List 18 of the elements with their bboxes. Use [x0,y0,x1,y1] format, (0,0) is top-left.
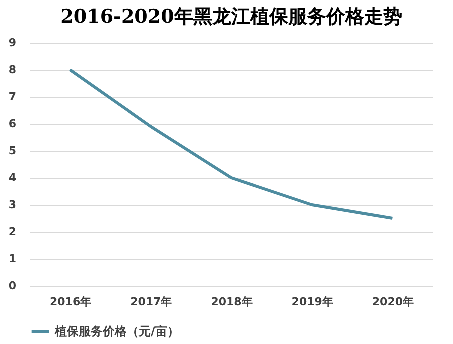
x-tick-label: 2016年 [50,296,92,308]
y-tick-label: 5 [8,144,16,158]
line-series [68,68,394,220]
y-tick-label: 1 [8,252,16,266]
chart-title: 2016-2020年黑龙江植保服务价格走势 [60,6,402,28]
y-tick-label: 2 [8,226,16,238]
y-tick-label: 6 [8,118,17,130]
y-tick-label: 4 [8,172,17,184]
y-tick-label: 9 [8,36,16,50]
legend-label: 植保服务价格（元/亩） [54,324,180,338]
y-tick-label: 8 [8,64,16,76]
y-tick-label: 7 [8,90,16,104]
y-tick-label: 0 [8,280,17,292]
x-tick-label: 2017年 [130,296,172,308]
x-tick-label: 2018年 [211,296,253,308]
y-tick-label: 3 [8,198,16,212]
x-tick-label: 2019年 [292,296,334,308]
x-tick-label: 2020年 [372,296,414,308]
